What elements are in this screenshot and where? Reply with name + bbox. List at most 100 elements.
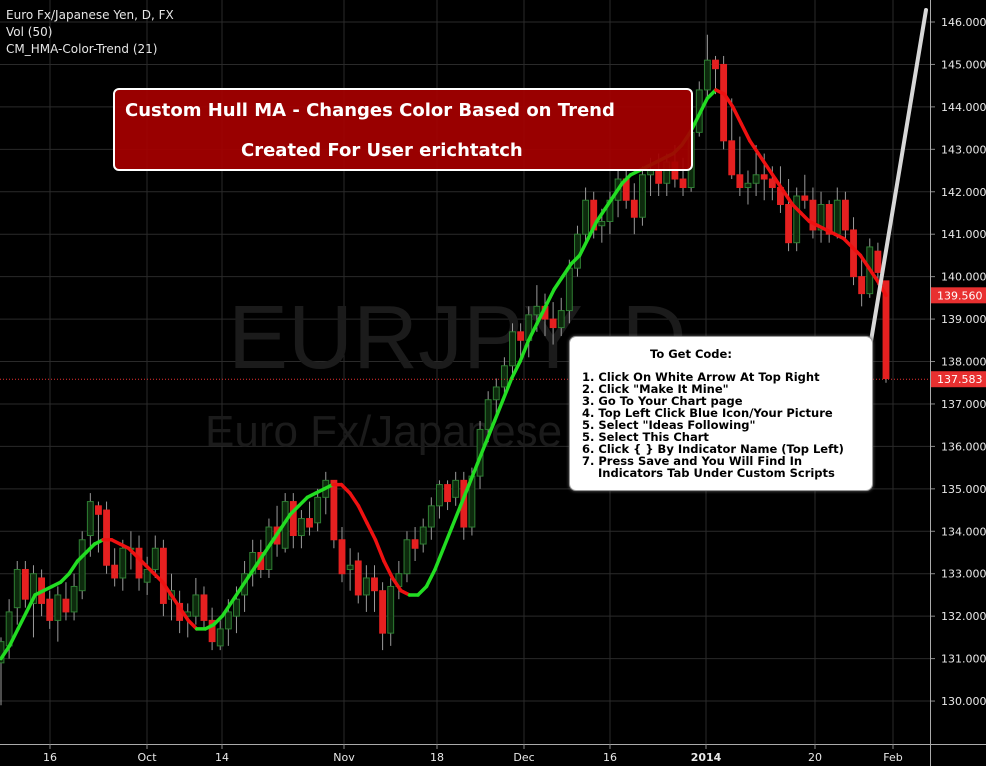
candle [517,323,525,358]
hma-segment [594,206,607,224]
candle [21,560,29,608]
candle [825,200,833,243]
candle-body [712,59,719,70]
drawing-arrow-line[interactable] [868,8,928,349]
x-tick-label: 16 [43,751,57,764]
hma-segment [135,554,148,567]
y-tick-label: 130.000 [941,695,986,708]
y-tick-label: 140.000 [941,271,986,284]
time-axis[interactable]: 16 Oct 14 Nov 18 Dec 16 2014 20 Feb [0,744,986,764]
candle-body [143,568,151,583]
candle [444,480,451,511]
y-tick-label: 135.000 [941,483,986,496]
candle-body [436,484,443,507]
candle [509,323,516,379]
instruction-step: 5. Select "Ideas Following" [582,418,756,432]
candle [346,548,354,591]
candle-body [444,484,451,503]
price-axis[interactable]: 146.000 145.000 144.000 143.000 142.000 141.0… [930,0,986,766]
hma-segment [577,236,590,258]
symbol-legend[interactable]: Euro Fx/Japanese Yen, D, FX [6,8,174,22]
candle-body [850,229,857,278]
candle [712,55,719,95]
price-label-box [931,371,986,388]
hma-segment [177,605,190,623]
hma-segment [220,601,233,618]
hma-segment [705,88,718,101]
y-tick-label: 145.000 [941,58,986,71]
candle [379,582,387,651]
hma-segment [84,542,97,555]
candle-body [630,199,638,218]
callout-title: To Get Code: [650,347,732,361]
candle-body [760,174,768,180]
price-label-box [931,287,986,304]
candle [841,191,849,239]
candle [46,590,54,629]
candle-body [86,501,94,537]
volume-legend[interactable]: Vol (50) [6,25,53,39]
y-tick-label: 141.000 [941,228,986,241]
hma-segment [620,173,633,186]
hma-segment [509,359,522,381]
candle [143,556,151,595]
indicator-legend[interactable]: CM_HMA-Color-Trend (21) [6,42,158,56]
candle-body [484,399,492,430]
hma-segment [450,504,463,529]
hma-segment [441,525,454,551]
hma-segment [765,164,778,181]
hma-segment [560,262,573,279]
hma-segment [339,482,352,495]
x-tick-label: Feb [883,751,902,764]
candle [801,174,809,209]
candle [874,242,882,286]
candle-body [46,598,54,621]
hma-segment [0,644,12,661]
candle-body [582,199,590,235]
hma-segment [841,236,854,249]
candle [785,179,792,252]
candle [419,518,427,553]
candle-body [411,539,419,549]
candle-body [95,505,102,515]
hma-segment [160,580,173,597]
hma-segment [543,287,556,309]
instruction-step: 3. Go To Your Chart page [582,394,743,408]
candle-body [62,598,70,613]
y-tick-label: 142.000 [941,186,986,199]
candle-body [825,203,833,235]
candle-body [785,203,792,244]
hma-segment [416,584,429,597]
candle-body [638,174,646,218]
instruction-step: 1. Click On White Arrow At Top Right [582,370,820,384]
candle-body [346,564,354,570]
instructions-callout: To Get Code: 1. Click On White Arrow At … [569,336,873,491]
candle-body [833,199,841,235]
hma-segment [790,202,803,215]
hma-segment [356,504,369,525]
hma-segment [492,397,505,423]
hma-segment [271,525,284,542]
instruction-step: 7. Press Save and You Will Find In [582,454,803,468]
hma-segment [773,177,786,194]
candle [208,607,216,651]
candle-body [703,59,711,91]
candle [62,582,70,621]
candle [216,620,224,651]
hma-segment [263,538,276,555]
hma-segment [722,92,735,109]
hma-segment [246,563,259,580]
hma-segment [186,618,199,631]
hma-segment [229,588,242,606]
hma-segment [297,495,310,508]
hma-segment [152,571,165,584]
candle-body [427,505,435,528]
instruction-step: Indicators Tab Under Custom Scripts [582,466,835,480]
candle [817,191,825,243]
candle-body [874,250,882,273]
hma-segment [126,546,139,559]
candle [192,577,200,625]
x-tick-label: 18 [430,751,444,764]
candle-body [338,539,346,575]
candle-body [379,590,387,634]
